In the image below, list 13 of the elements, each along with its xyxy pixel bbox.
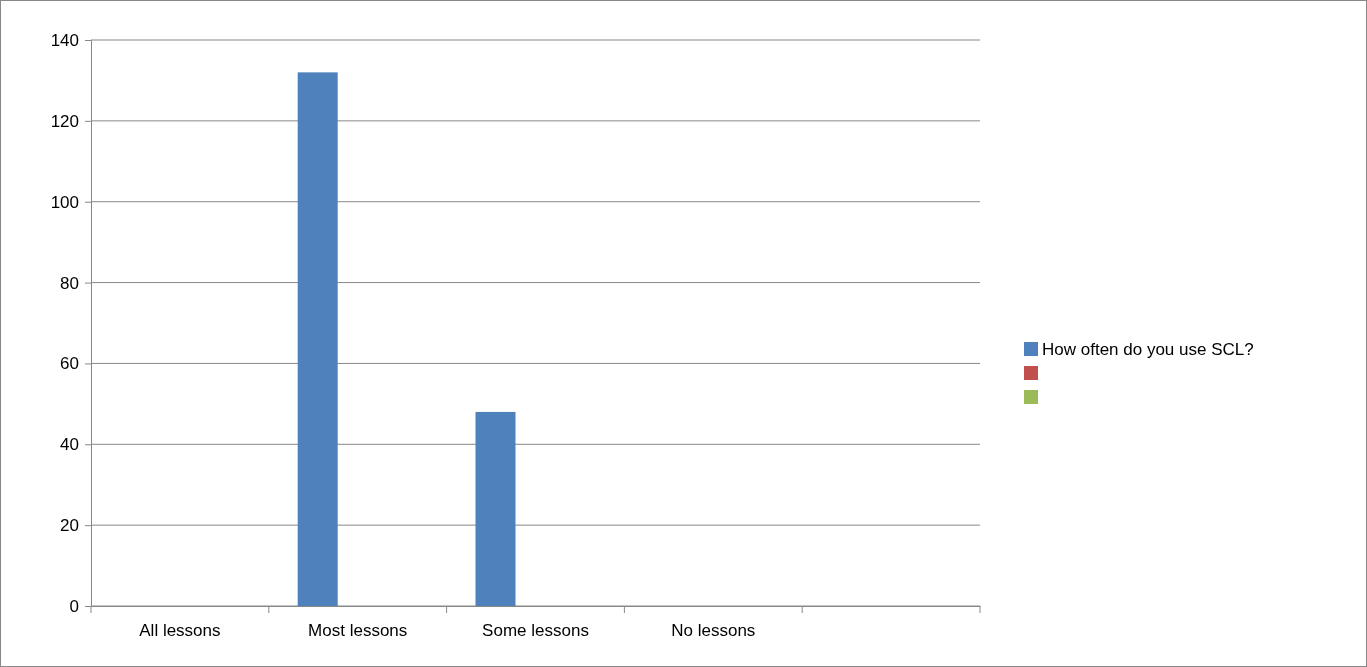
- x-tick-label: All lessons: [139, 621, 221, 641]
- legend-label: How often do you use SCL?: [1042, 340, 1254, 359]
- y-tick-label: 80: [60, 273, 79, 293]
- x-tick-label: Some lessons: [482, 621, 589, 641]
- x-tick-label: No lessons: [671, 621, 756, 641]
- y-tick-label: 40: [60, 435, 79, 455]
- y-tick-label: 60: [60, 354, 79, 374]
- y-tick-label: 140: [50, 30, 79, 50]
- y-tick-label: 120: [50, 111, 79, 131]
- y-tick-label: 100: [50, 192, 79, 212]
- y-tick-label: 20: [60, 516, 79, 536]
- y-tick-label: 0: [69, 596, 79, 616]
- x-tick-label: Most lessons: [308, 621, 408, 641]
